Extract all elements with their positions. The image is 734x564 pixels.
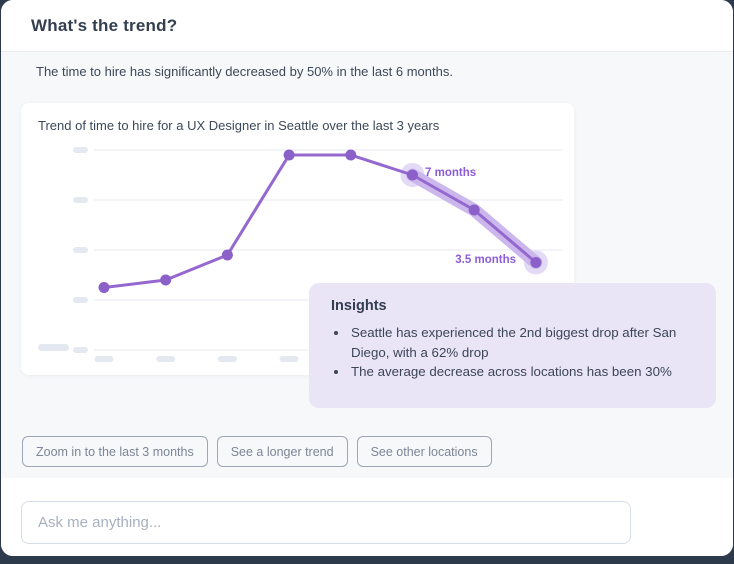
insight-item: The average decrease across locations ha…	[349, 362, 696, 382]
ask-bar	[1, 478, 733, 556]
content-area: The time to hire has significantly decre…	[1, 52, 733, 478]
zoom-last-3-months-button[interactable]: Zoom in to the last 3 months	[22, 436, 208, 467]
insights-list: Seattle has experienced the 2nd biggest …	[331, 323, 696, 382]
chart-title: Trend of time to hire for a UX Designer …	[38, 118, 440, 133]
see-longer-trend-button[interactable]: See a longer trend	[216, 436, 348, 467]
ask-input[interactable]	[21, 501, 631, 544]
see-other-locations-button[interactable]: See other locations	[356, 436, 492, 467]
insight-item: Seattle has experienced the 2nd biggest …	[349, 323, 696, 362]
page-title: What's the trend?	[31, 15, 178, 35]
window-header: What's the trend?	[1, 0, 733, 52]
summary-text: The time to hire has significantly decre…	[36, 64, 453, 79]
chart-card: Trend of time to hire for a UX Designer …	[21, 103, 574, 375]
suggested-actions-row: Zoom in to the last 3 months See a longe…	[22, 436, 492, 467]
insights-panel: Insights Seattle has experienced the 2nd…	[309, 283, 716, 408]
annotation-3-5-months: 3.5 months	[455, 254, 516, 266]
insights-title: Insights	[331, 298, 387, 314]
annotation-7-months: 7 months	[425, 167, 477, 179]
